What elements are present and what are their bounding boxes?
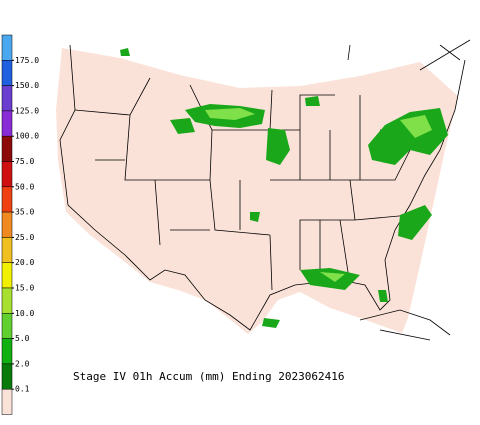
legend-label: 10.0 xyxy=(15,309,34,318)
legend-swatch xyxy=(1,85,13,112)
legend-label: 100.0 xyxy=(15,132,39,141)
legend-label: 50.0 xyxy=(15,182,34,191)
legend-swatch xyxy=(1,262,13,289)
legend-swatch xyxy=(1,34,13,61)
map xyxy=(56,39,471,341)
legend-swatch xyxy=(1,237,13,263)
legend-label: 175.0 xyxy=(15,56,39,65)
legend-label: 15.0 xyxy=(15,284,34,293)
legend-swatch xyxy=(1,388,13,415)
color-legend: 175.0 150.0 125.0 100.0 75.0 50.0 35.0 25.0 20.0… xyxy=(1,34,39,415)
legend-label: 20.0 xyxy=(15,258,34,267)
coverage-area xyxy=(56,48,458,334)
legend-label: 35.0 xyxy=(15,208,34,217)
legend-label: 0.1 xyxy=(15,385,30,394)
legend-swatch xyxy=(1,186,13,213)
precip-areas xyxy=(120,48,448,328)
map-title: Stage IV 01h Accum (mm) Ending 202306241… xyxy=(73,370,345,383)
legend-swatch xyxy=(1,110,13,137)
coastline xyxy=(59,44,466,331)
legend-swatch xyxy=(1,287,13,314)
legend-label: 150.0 xyxy=(15,81,39,90)
legend-swatch xyxy=(1,338,13,365)
legend-label: 25.0 xyxy=(15,233,34,242)
legend-swatch xyxy=(1,313,13,339)
legend-label: 2.0 xyxy=(15,359,30,368)
legend-swatch xyxy=(1,60,13,86)
legend-label: 125.0 xyxy=(15,106,39,115)
legend-swatch xyxy=(1,161,13,188)
legend-label: 5.0 xyxy=(15,334,30,343)
legend-label: 75.0 xyxy=(15,157,34,166)
legend-swatch xyxy=(1,363,13,390)
canada-mexico-lines xyxy=(347,39,471,341)
legend-swatch xyxy=(1,211,13,238)
legend-swatch xyxy=(1,135,13,162)
